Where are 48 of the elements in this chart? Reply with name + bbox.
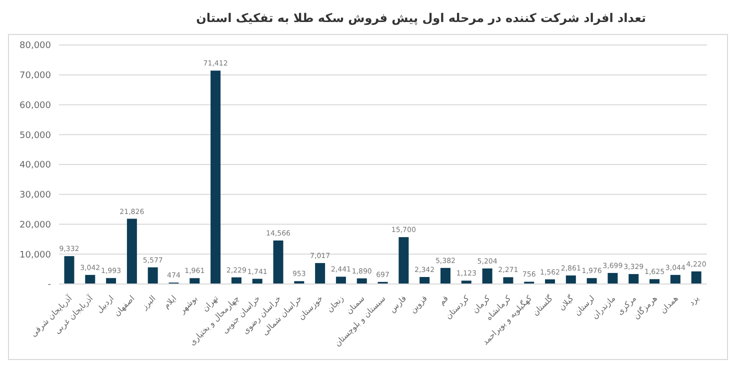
bar	[482, 268, 492, 284]
bar	[461, 280, 472, 284]
x-tick-label: کرمان	[470, 294, 492, 315]
bar	[126, 218, 137, 284]
y-tick-label: 20,000	[20, 220, 52, 230]
y-tick-label: 80,000	[20, 41, 52, 52]
x-tick-label: سمنان	[344, 294, 367, 316]
bar	[420, 277, 430, 284]
x-tick-label: مرکزی	[615, 294, 638, 317]
bar	[315, 263, 326, 284]
bar	[398, 237, 409, 284]
bar	[628, 274, 639, 284]
x-tick-label: بوشهر	[177, 294, 200, 316]
bar	[691, 271, 702, 284]
bar	[85, 274, 96, 284]
chart-title: تعداد افراد شرکت کننده در مرحله اول پیش فروش سکه طلا به تفکیک استان	[195, 10, 647, 27]
y-tick-label: -	[48, 280, 51, 290]
y-tick-label: 50,000	[20, 130, 52, 141]
x-tick-label: ایلام	[162, 294, 178, 310]
bar	[586, 278, 597, 284]
x-tick-label: همدان	[658, 294, 680, 316]
bar	[273, 240, 284, 284]
bar	[106, 278, 116, 284]
x-tick-label: زنجان	[325, 294, 346, 314]
bar	[608, 272, 618, 284]
x-tick-label: قم	[437, 294, 450, 307]
x-tick-label: گلستان	[530, 293, 555, 318]
x-tick-label: تهران	[200, 294, 220, 314]
bar	[503, 277, 514, 284]
y-tick-label: 10,000	[20, 250, 52, 260]
bar	[566, 275, 576, 284]
bar	[190, 278, 200, 284]
bar	[210, 70, 221, 284]
y-tick-label: 60,000	[20, 100, 52, 111]
y-tick-label: 70,000	[20, 71, 52, 82]
bar	[148, 267, 158, 284]
bar	[231, 277, 242, 284]
bar	[64, 256, 74, 284]
x-tick-label: البرز	[139, 294, 158, 312]
x-tick-label: یزد	[687, 294, 701, 308]
bar	[336, 276, 346, 284]
bar	[650, 279, 660, 284]
y-tick-label: 40,000	[20, 160, 52, 171]
y-tick-label: 30,000	[20, 190, 52, 201]
bar	[670, 274, 680, 284]
bar	[440, 268, 450, 284]
x-tick-label: قزوین	[408, 294, 430, 315]
x-tick-label: فارس	[388, 294, 408, 314]
